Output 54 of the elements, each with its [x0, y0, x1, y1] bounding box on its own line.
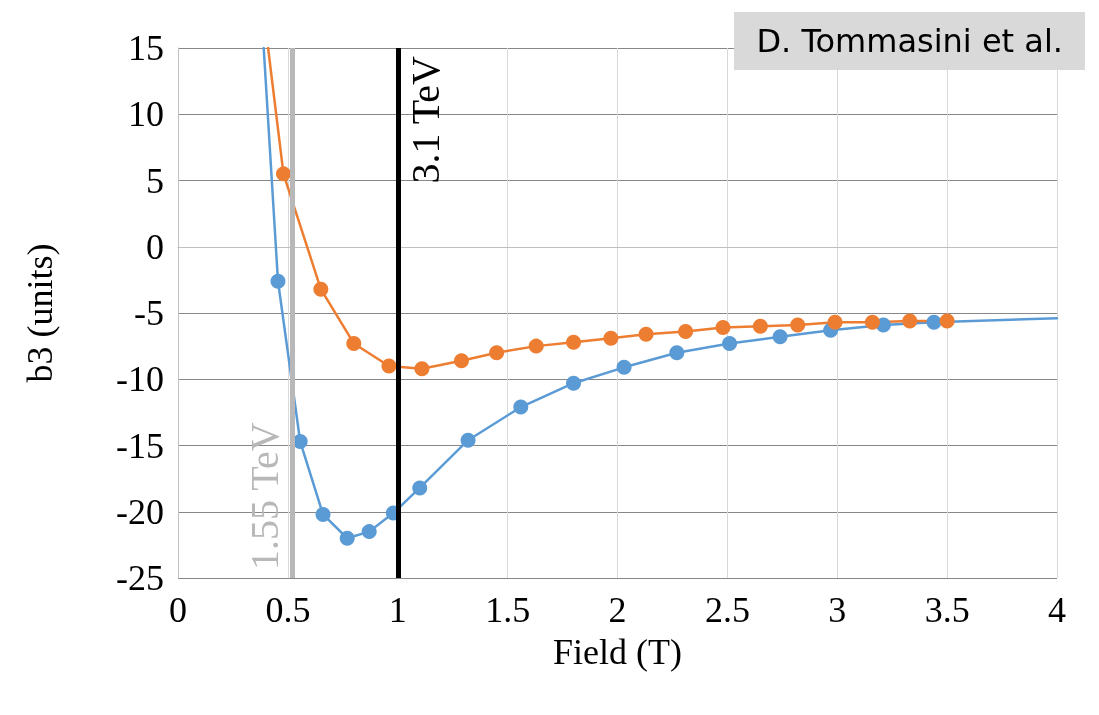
y-tick-label: -5 — [134, 293, 164, 333]
point — [276, 166, 291, 182]
ref-line-label: 3.1 TeV — [403, 55, 449, 184]
point — [669, 345, 685, 361]
point — [361, 524, 377, 540]
note-box: D. Tommasini et al. — [734, 12, 1085, 70]
point — [827, 314, 843, 330]
point — [270, 273, 286, 289]
point — [790, 317, 806, 333]
point — [864, 314, 880, 330]
point — [566, 375, 582, 391]
point — [453, 353, 469, 369]
point — [752, 318, 768, 334]
y-tick-label: -20 — [116, 491, 164, 532]
point — [513, 399, 529, 415]
point — [412, 480, 428, 496]
x-tick-label: 2 — [608, 590, 627, 630]
point — [528, 338, 544, 354]
y-tick-label: 0 — [146, 226, 164, 267]
point — [566, 334, 582, 350]
point — [603, 330, 619, 346]
point — [926, 314, 942, 330]
point — [339, 530, 355, 546]
point — [315, 506, 331, 522]
point — [460, 432, 476, 448]
x-tick-label: 2.5 — [704, 590, 750, 630]
x-tick-label: 3.5 — [924, 590, 970, 630]
y-tick-label: 10 — [128, 94, 164, 135]
point — [313, 281, 329, 297]
x-axis-title: Field (T) — [553, 632, 682, 672]
point — [638, 326, 654, 342]
x-tick-label: 1.5 — [485, 590, 531, 630]
y-tick-label: -15 — [116, 425, 164, 466]
x-tick-label: 4 — [1048, 590, 1066, 630]
point — [346, 335, 362, 351]
x-tick-label: 0.5 — [265, 590, 311, 630]
point — [772, 329, 788, 345]
point — [902, 313, 918, 329]
x-tick-label: 3 — [828, 590, 847, 630]
x-tick-label: 1 — [388, 590, 407, 630]
y-axis-title: b3 (units) — [20, 243, 60, 383]
point — [678, 324, 694, 340]
point — [939, 313, 955, 329]
point — [381, 358, 397, 374]
point — [722, 335, 738, 351]
y-tick-label: -10 — [116, 359, 164, 400]
point — [414, 361, 430, 377]
ref-line-label: 1.55 TeV — [241, 422, 287, 570]
y-tick-label: -25 — [116, 558, 164, 598]
y-tick-label: 15 — [128, 28, 164, 68]
point — [715, 320, 731, 336]
point — [489, 345, 505, 361]
y-tick-label: 5 — [146, 160, 164, 201]
point — [616, 359, 632, 375]
